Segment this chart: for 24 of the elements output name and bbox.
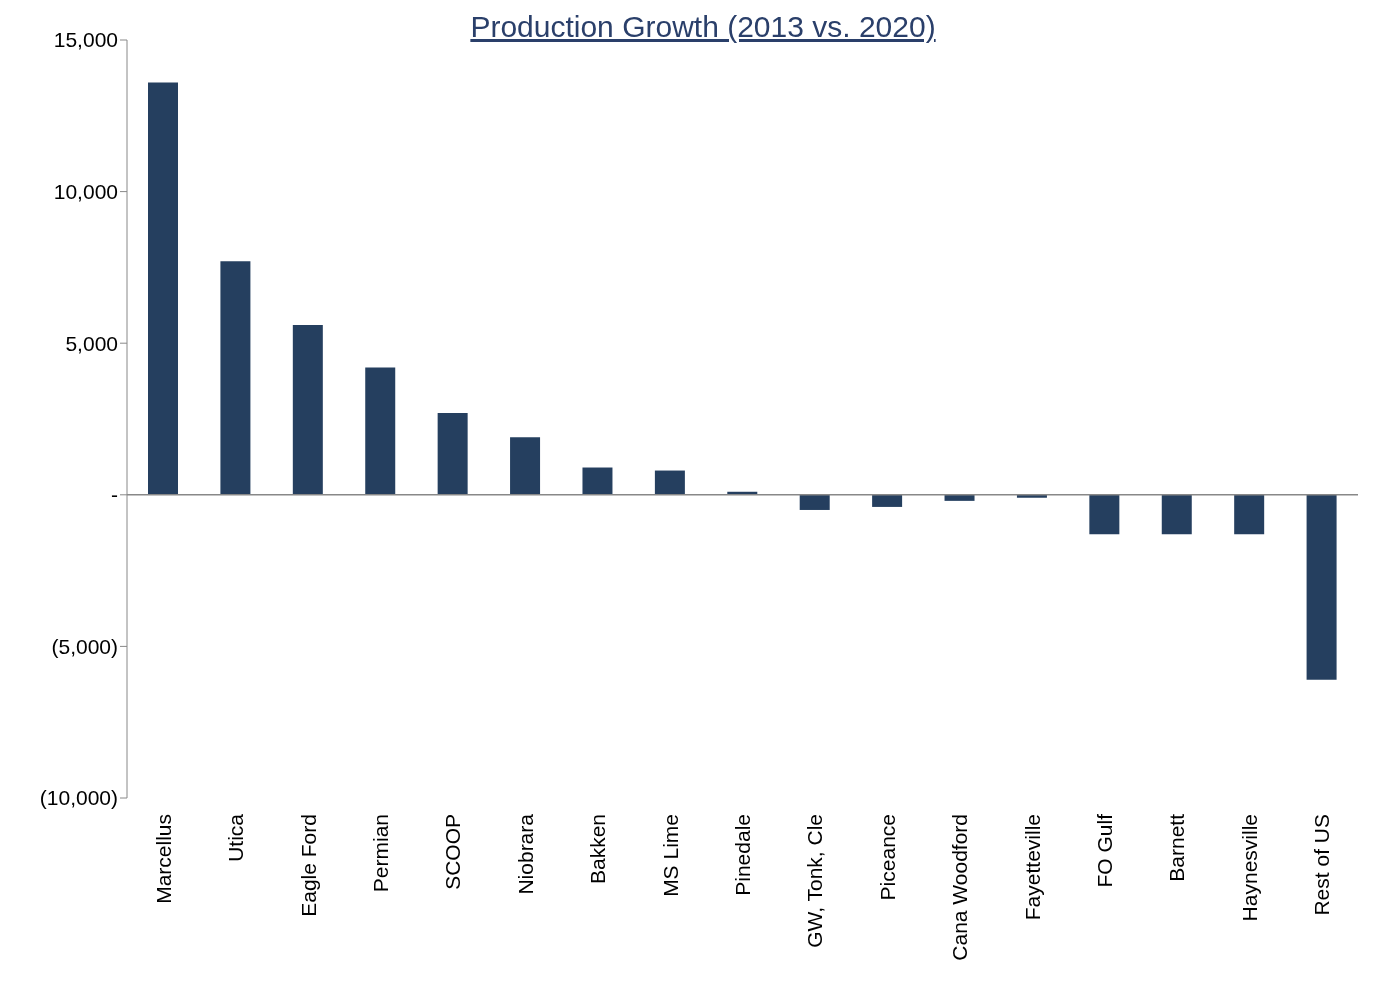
x-tick-label: Eagle Ford: [296, 814, 320, 917]
x-tick-label: SCOOP: [441, 814, 465, 890]
y-tick-label: 15,000: [53, 28, 118, 52]
x-tick-label: Fayetteville: [1020, 814, 1044, 921]
y-tick-label: (10,000): [39, 786, 118, 810]
x-tick-label: Niobrara: [513, 813, 537, 895]
x-tick-label: Piceance: [875, 814, 899, 901]
x-tick-label: Pinedale: [731, 814, 754, 896]
x-tick-label: FO Gulf: [1093, 813, 1117, 888]
y-tick-label: (5,000): [51, 634, 118, 658]
x-tick-label: Barnett: [1165, 813, 1189, 882]
y-tick-label: -: [111, 483, 118, 507]
y-tick-label: 5,000: [65, 331, 118, 355]
x-tick-label: Utica: [224, 813, 248, 862]
x-tick-label: Permian: [368, 814, 392, 893]
x-tick-label: Rest of US: [1310, 814, 1334, 916]
chart-title: Production Growth (2013 vs. 2020): [470, 10, 936, 43]
y-tick-label: 10,000: [53, 180, 118, 204]
x-tick-label: GW, Tonk, Cle: [803, 814, 827, 948]
x-tick-label: Marcellus: [151, 814, 175, 904]
x-tick-label: Cana Woodford: [948, 814, 972, 961]
x-tick-label: Bakken: [586, 814, 610, 885]
x-tick-label: MS Lime: [658, 814, 682, 897]
x-tick-label: Haynesville: [1237, 814, 1261, 922]
